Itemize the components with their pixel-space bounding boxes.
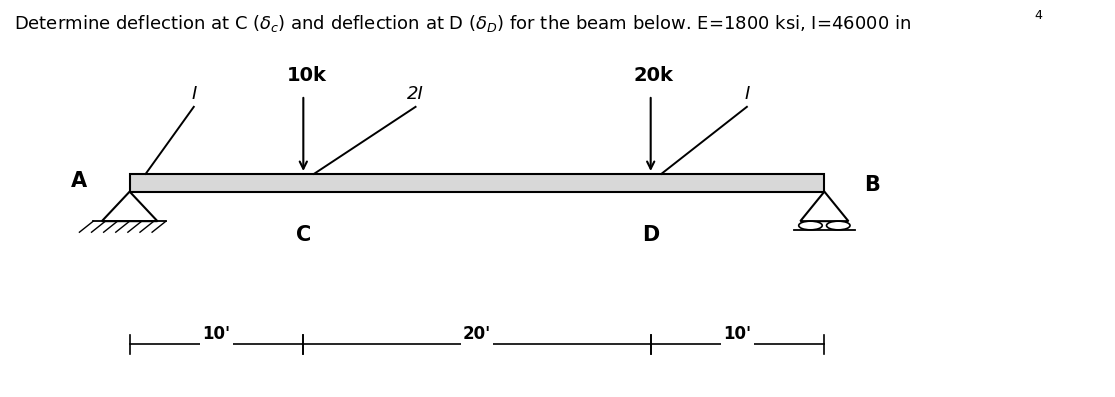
Text: I: I: [191, 85, 196, 103]
Text: Determine deflection at C ($\delta_c$) and deflection at D ($\delta_D$) for the : Determine deflection at C ($\delta_c$) a…: [14, 13, 911, 34]
Text: $^4$: $^4$: [1034, 11, 1044, 29]
Circle shape: [798, 221, 822, 230]
Text: 20k: 20k: [634, 66, 673, 85]
Polygon shape: [101, 192, 157, 221]
Bar: [129, 174, 824, 192]
Text: 10k: 10k: [287, 66, 327, 85]
Text: 10': 10': [203, 325, 231, 343]
Text: I: I: [744, 85, 749, 103]
Text: C: C: [295, 225, 311, 245]
Text: 10': 10': [724, 325, 752, 343]
Text: B: B: [864, 175, 881, 195]
Text: 20': 20': [463, 325, 491, 343]
Text: A: A: [71, 171, 87, 191]
Circle shape: [826, 221, 850, 230]
Polygon shape: [801, 192, 849, 221]
Text: 2I: 2I: [407, 85, 424, 103]
Text: D: D: [642, 225, 659, 245]
